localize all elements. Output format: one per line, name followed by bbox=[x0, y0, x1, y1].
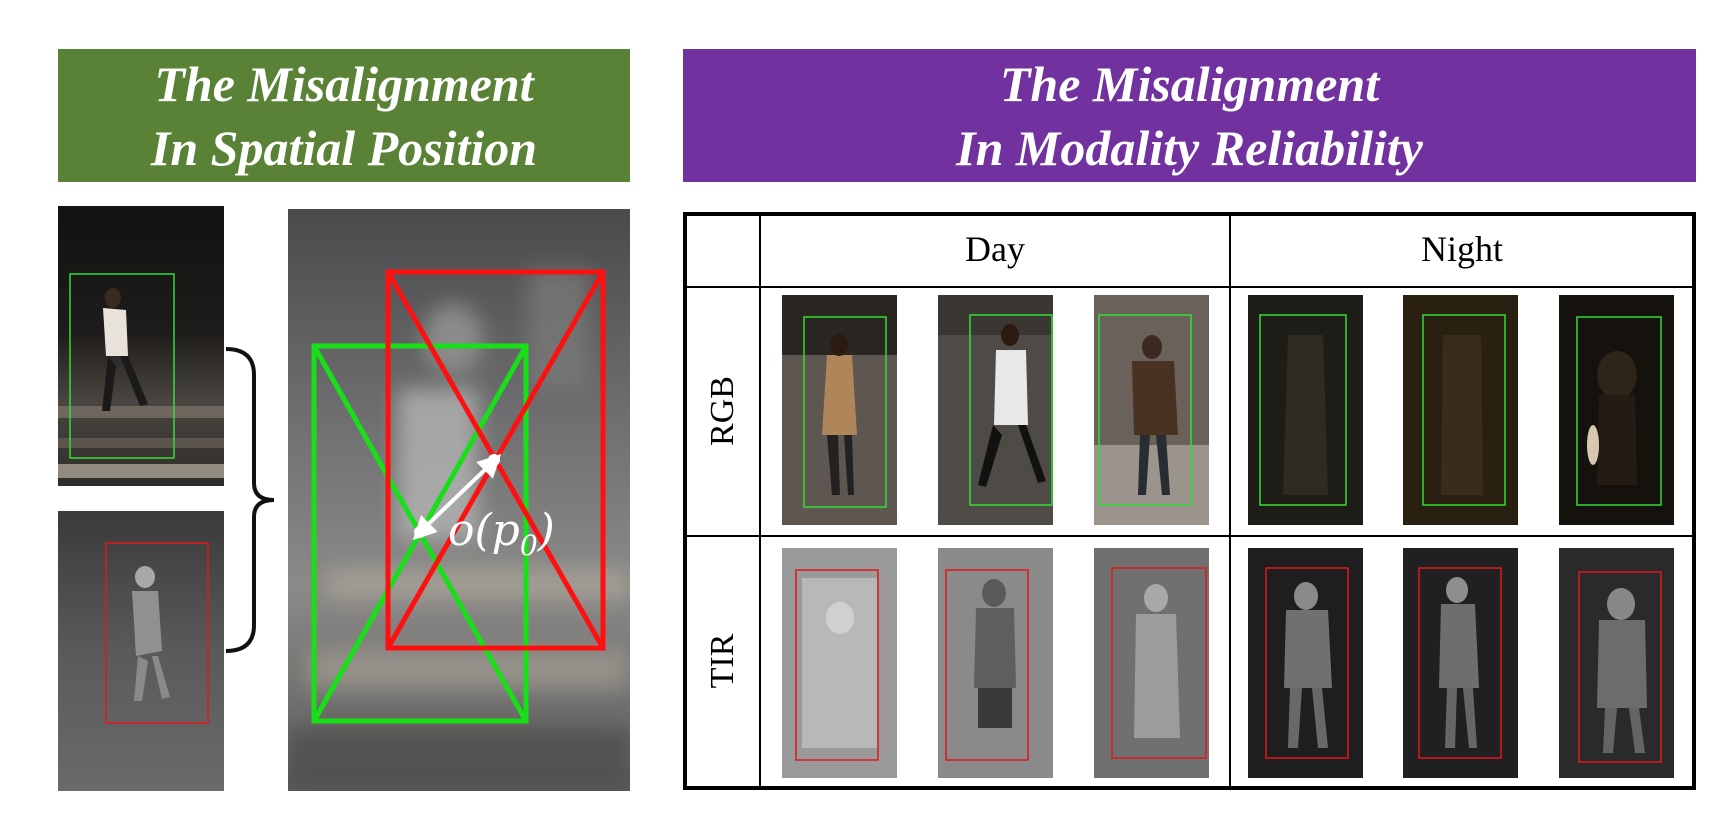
rgb-night-sample bbox=[1403, 295, 1518, 525]
offset-label-subscript: 0 bbox=[519, 528, 538, 562]
tir-night-sample bbox=[1403, 548, 1518, 778]
brace-connector bbox=[225, 347, 275, 653]
rgb-pedestrian-crop bbox=[58, 206, 224, 486]
tir-night-sample bbox=[1248, 548, 1363, 778]
column-header-day: Day bbox=[965, 229, 1025, 269]
banner-title-line2: In Spatial Position bbox=[150, 119, 538, 176]
spatial-misalignment-banner: The Misalignment In Spatial Position bbox=[58, 49, 630, 182]
overlay-misalignment-image: o(p0) bbox=[288, 209, 630, 791]
tir-day-sample bbox=[1094, 548, 1209, 778]
row-label-tir: TIR bbox=[704, 633, 741, 689]
rgb-day-sample bbox=[1094, 295, 1209, 525]
modality-table: Day Night RGB TIR bbox=[683, 212, 1696, 790]
rgb-night-sample bbox=[1559, 295, 1674, 525]
modality-misalignment-banner: The Misalignment In Modality Reliability bbox=[683, 49, 1696, 182]
rgb-night-sample bbox=[1248, 295, 1363, 525]
banner-title-line1: The Misalignment bbox=[154, 55, 534, 112]
row-label-rgb: RGB bbox=[704, 376, 741, 446]
offset-label-close: ) bbox=[537, 505, 555, 556]
column-header-night: Night bbox=[1420, 229, 1503, 269]
offset-label: o(p0) bbox=[448, 505, 555, 562]
tir-pedestrian-crop bbox=[58, 511, 224, 791]
tir-day-sample bbox=[782, 548, 897, 778]
rgb-day-sample bbox=[938, 295, 1053, 525]
tir-night-sample bbox=[1559, 548, 1674, 778]
rgb-day-sample bbox=[782, 295, 897, 525]
banner-title-line2: In Modality Reliability bbox=[956, 119, 1423, 176]
tir-day-sample bbox=[938, 548, 1053, 778]
offset-label-text: o(p bbox=[448, 505, 520, 556]
banner-title-line1: The Misalignment bbox=[999, 55, 1380, 112]
